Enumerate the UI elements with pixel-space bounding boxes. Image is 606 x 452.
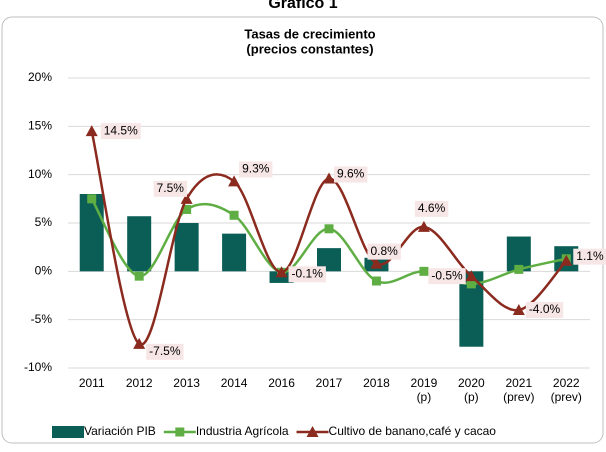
label-background	[334, 166, 368, 183]
y-tick-label: 15%	[28, 119, 52, 133]
marker	[512, 304, 525, 315]
label-background	[239, 161, 273, 178]
data-label: 0.8%	[370, 244, 398, 258]
marker	[228, 175, 241, 187]
x-tick-label: (p)	[417, 390, 432, 404]
x-tick-label: 2017	[316, 376, 343, 390]
data-label: 4.6%	[418, 201, 446, 215]
marker	[323, 172, 335, 184]
marker	[370, 257, 383, 269]
y-tick-label: -10%	[24, 360, 52, 374]
bar	[317, 248, 341, 272]
marker	[324, 224, 334, 234]
data-label: 14.5%	[104, 123, 138, 137]
x-tick-label: (prev)	[503, 390, 534, 404]
marker	[465, 270, 478, 282]
data-label: 9.3%	[242, 162, 270, 176]
label-background	[153, 180, 187, 197]
chart-title: (precios constantes)	[246, 41, 373, 56]
legend-label: Variación PIB	[84, 424, 156, 438]
y-tick-label: 0%	[35, 264, 53, 278]
data-label: -0.5%	[431, 268, 463, 282]
x-tick-label: 2018	[363, 376, 390, 390]
x-tick-label: 2019	[411, 376, 438, 390]
legend-label: Cultivo de banano,café y cacao	[329, 424, 497, 438]
marker	[514, 264, 524, 274]
data-label: 1.1%	[576, 249, 604, 263]
marker	[133, 337, 146, 349]
label-background	[146, 343, 184, 360]
chart-title: Tasas de crecimiento	[244, 26, 375, 41]
x-tick-label: 2022	[553, 376, 580, 390]
x-tick-label: 2011	[79, 376, 105, 390]
marker	[417, 220, 430, 232]
marker	[306, 426, 319, 437]
marker	[275, 266, 288, 278]
label-background	[288, 266, 326, 283]
x-tick-label: 2020	[458, 376, 485, 390]
x-tick-label: (p)	[464, 390, 479, 404]
marker	[419, 266, 429, 276]
marker	[560, 254, 573, 266]
label-background	[573, 248, 606, 265]
x-tick-label: 2016	[268, 376, 295, 390]
line	[90, 198, 567, 286]
y-tick-label: 5%	[35, 215, 53, 229]
label-background	[367, 243, 401, 260]
data-label: 7.5%	[157, 181, 185, 195]
marker	[134, 271, 144, 281]
label-background	[414, 200, 449, 217]
bar	[79, 194, 104, 272]
data-label: 9.6%	[337, 167, 365, 181]
data-label: -0.1%	[292, 266, 324, 280]
bar	[174, 223, 199, 272]
marker	[175, 427, 185, 437]
chart-frame	[1, 16, 604, 444]
heading: Gráfico 1	[268, 0, 337, 12]
x-tick-label: 2012	[126, 376, 153, 390]
label-background	[428, 268, 466, 285]
y-tick-label: -5%	[31, 312, 53, 326]
data-label: -7.5%	[149, 344, 181, 358]
legend-swatch	[52, 426, 84, 438]
y-tick-label: 10%	[28, 167, 52, 181]
marker	[87, 194, 97, 204]
marker	[371, 276, 381, 286]
y-tick-label: 20%	[28, 70, 52, 84]
x-tick-label: 2021	[505, 376, 532, 390]
bar	[222, 233, 247, 272]
x-tick-label: 2013	[173, 376, 200, 390]
marker	[229, 210, 239, 220]
data-label: -4.0%	[529, 302, 561, 316]
marker	[182, 204, 192, 214]
legend-label: Industria Agrícola	[196, 424, 289, 438]
label-background	[100, 123, 141, 140]
x-tick-label: (prev)	[551, 390, 582, 404]
x-tick-label: 2014	[221, 376, 248, 390]
label-background	[525, 302, 564, 318]
marker	[180, 192, 193, 204]
marker	[85, 125, 98, 137]
bar	[127, 216, 152, 272]
marker	[466, 279, 476, 289]
